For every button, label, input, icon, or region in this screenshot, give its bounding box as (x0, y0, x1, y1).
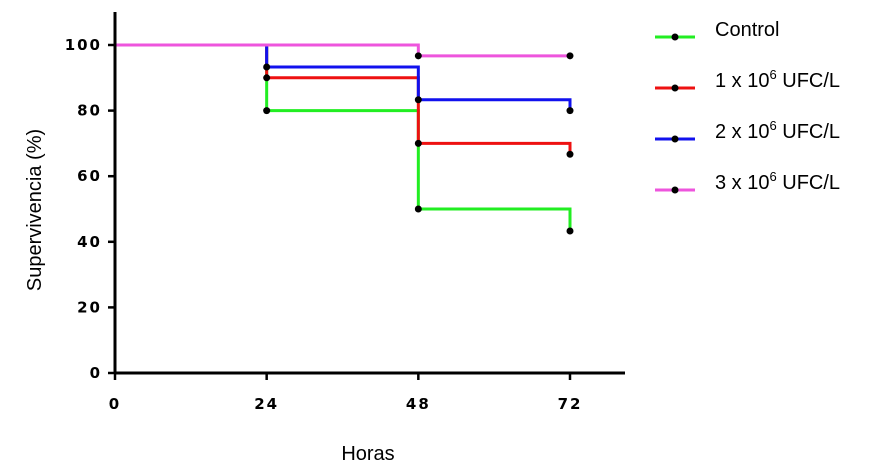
legend-label-exponent: 6 (769, 118, 776, 133)
data-point-series-0 (414, 205, 422, 213)
axes: 0 20 40 60 80 100 0 24 48 72 (65, 12, 625, 413)
y-tick-label: 80 (77, 102, 102, 120)
legend-label-3: 3 x 106 UFC/L (715, 169, 840, 194)
x-axis-title: Horas (341, 443, 394, 465)
data-point-series-3 (566, 52, 574, 60)
legend-label-exponent: 6 (769, 169, 776, 184)
data-point-series-1 (263, 74, 271, 82)
x-tick-label: 48 (406, 395, 431, 413)
x-tick-label: 24 (254, 395, 279, 413)
y-tick-label: 60 (77, 167, 102, 185)
legend-label-unit: UFC/L (777, 70, 840, 92)
markers (263, 52, 574, 235)
legend-label-unit: UFC/L (777, 121, 840, 143)
data-point-series-0 (263, 107, 271, 115)
legend-marker-3 (671, 186, 679, 194)
legend-label-base: Control (715, 19, 779, 41)
series-line-0 (115, 43, 572, 231)
y-tick-label: 40 (77, 233, 102, 251)
data-point-series-1 (566, 150, 574, 158)
legend-marker-0 (671, 33, 679, 41)
legend-label-0: Control (715, 19, 779, 41)
data-point-series-0 (566, 227, 574, 235)
legend-marker-2 (671, 135, 679, 143)
legend-label-unit: UFC/L (777, 172, 840, 194)
data-point-series-2 (414, 96, 422, 104)
x-tick-label: 72 (558, 395, 583, 413)
legend-label-base: 1 x 10 (715, 70, 769, 92)
y-tick-label: 0 (90, 364, 102, 382)
legend-label-base: 3 x 10 (715, 172, 769, 194)
x-tick-label: 0 (109, 395, 121, 413)
plot-series (115, 43, 572, 231)
legend-label-base: 2 x 10 (715, 121, 769, 143)
legend-label-2: 2 x 106 UFC/L (715, 118, 840, 143)
y-axis-title: Supervivencia (%) (24, 129, 46, 291)
data-point-series-1 (414, 139, 422, 147)
legend-label-exponent: 6 (769, 67, 776, 82)
y-tick-label: 100 (65, 36, 102, 54)
legend-marker-1 (671, 84, 679, 92)
series-line-3 (115, 43, 570, 58)
data-point-series-2 (263, 63, 271, 71)
y-tick-label: 20 (77, 298, 102, 316)
data-point-series-3 (414, 52, 422, 60)
legend-label-1: 1 x 106 UFC/L (715, 67, 840, 92)
data-point-series-2 (566, 107, 574, 115)
